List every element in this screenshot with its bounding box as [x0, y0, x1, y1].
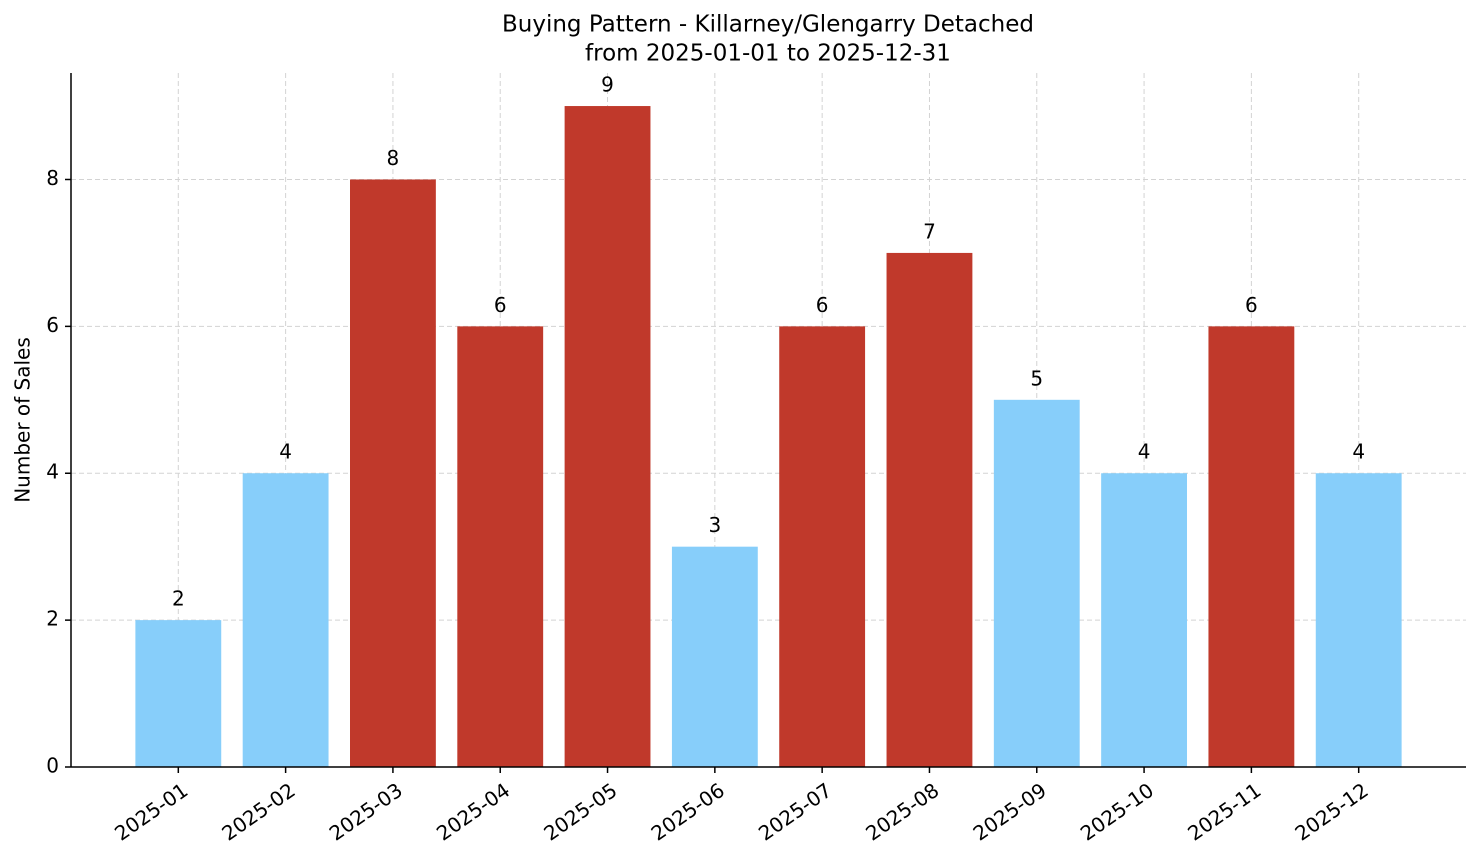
value-label: 6	[816, 293, 829, 317]
value-label: 8	[387, 146, 400, 170]
x-tick-label: 2025-07	[754, 778, 836, 846]
chart-subtitle: from 2025-01-01 to 2025-12-31	[585, 41, 951, 67]
y-tick-label: 0	[46, 754, 59, 778]
x-tick-label: 2025-02	[217, 778, 299, 846]
bar	[886, 252, 973, 768]
x-tick-label: 2025-06	[647, 778, 729, 846]
x-tick-label: 2025-04	[432, 778, 514, 846]
x-tick-label: 2025-12	[1290, 778, 1372, 846]
value-label: 4	[279, 440, 292, 464]
y-tick-label: 4	[46, 460, 59, 484]
y-tick-label: 2	[46, 607, 59, 631]
bar	[1101, 473, 1187, 767]
bar	[564, 106, 651, 768]
x-tick-label: 2025-09	[969, 778, 1051, 846]
y-tick-label: 6	[46, 313, 59, 337]
bar	[1315, 473, 1402, 767]
value-label: 4	[1138, 440, 1151, 464]
bar	[135, 620, 222, 767]
x-tick-label: 2025-05	[539, 778, 621, 846]
x-tick-label: 2025-10	[1076, 778, 1158, 846]
value-label: 7	[923, 219, 936, 243]
bar	[1208, 326, 1295, 767]
x-tick-label: 2025-11	[1183, 778, 1265, 846]
bar	[457, 326, 544, 767]
value-label: 5	[1030, 366, 1043, 390]
x-tick-label: 2025-01	[110, 778, 192, 846]
value-label: 2	[172, 587, 185, 611]
y-tick-label: 8	[46, 166, 59, 190]
value-label: 6	[494, 293, 507, 317]
bar	[993, 399, 1080, 767]
value-label: 4	[1352, 440, 1365, 464]
x-tick-label: 2025-08	[861, 778, 943, 846]
y-axis-label: Number of Sales	[11, 337, 35, 503]
value-label: 3	[708, 513, 721, 537]
bar	[350, 179, 436, 768]
chart-title: Buying Pattern - Killarney/Glengarry Det…	[502, 12, 1034, 38]
value-label: 6	[1245, 293, 1258, 317]
bar	[242, 473, 329, 767]
bar	[671, 546, 758, 767]
x-tick-label: 2025-03	[325, 778, 407, 846]
value-label: 9	[601, 73, 614, 97]
bar	[779, 326, 866, 767]
